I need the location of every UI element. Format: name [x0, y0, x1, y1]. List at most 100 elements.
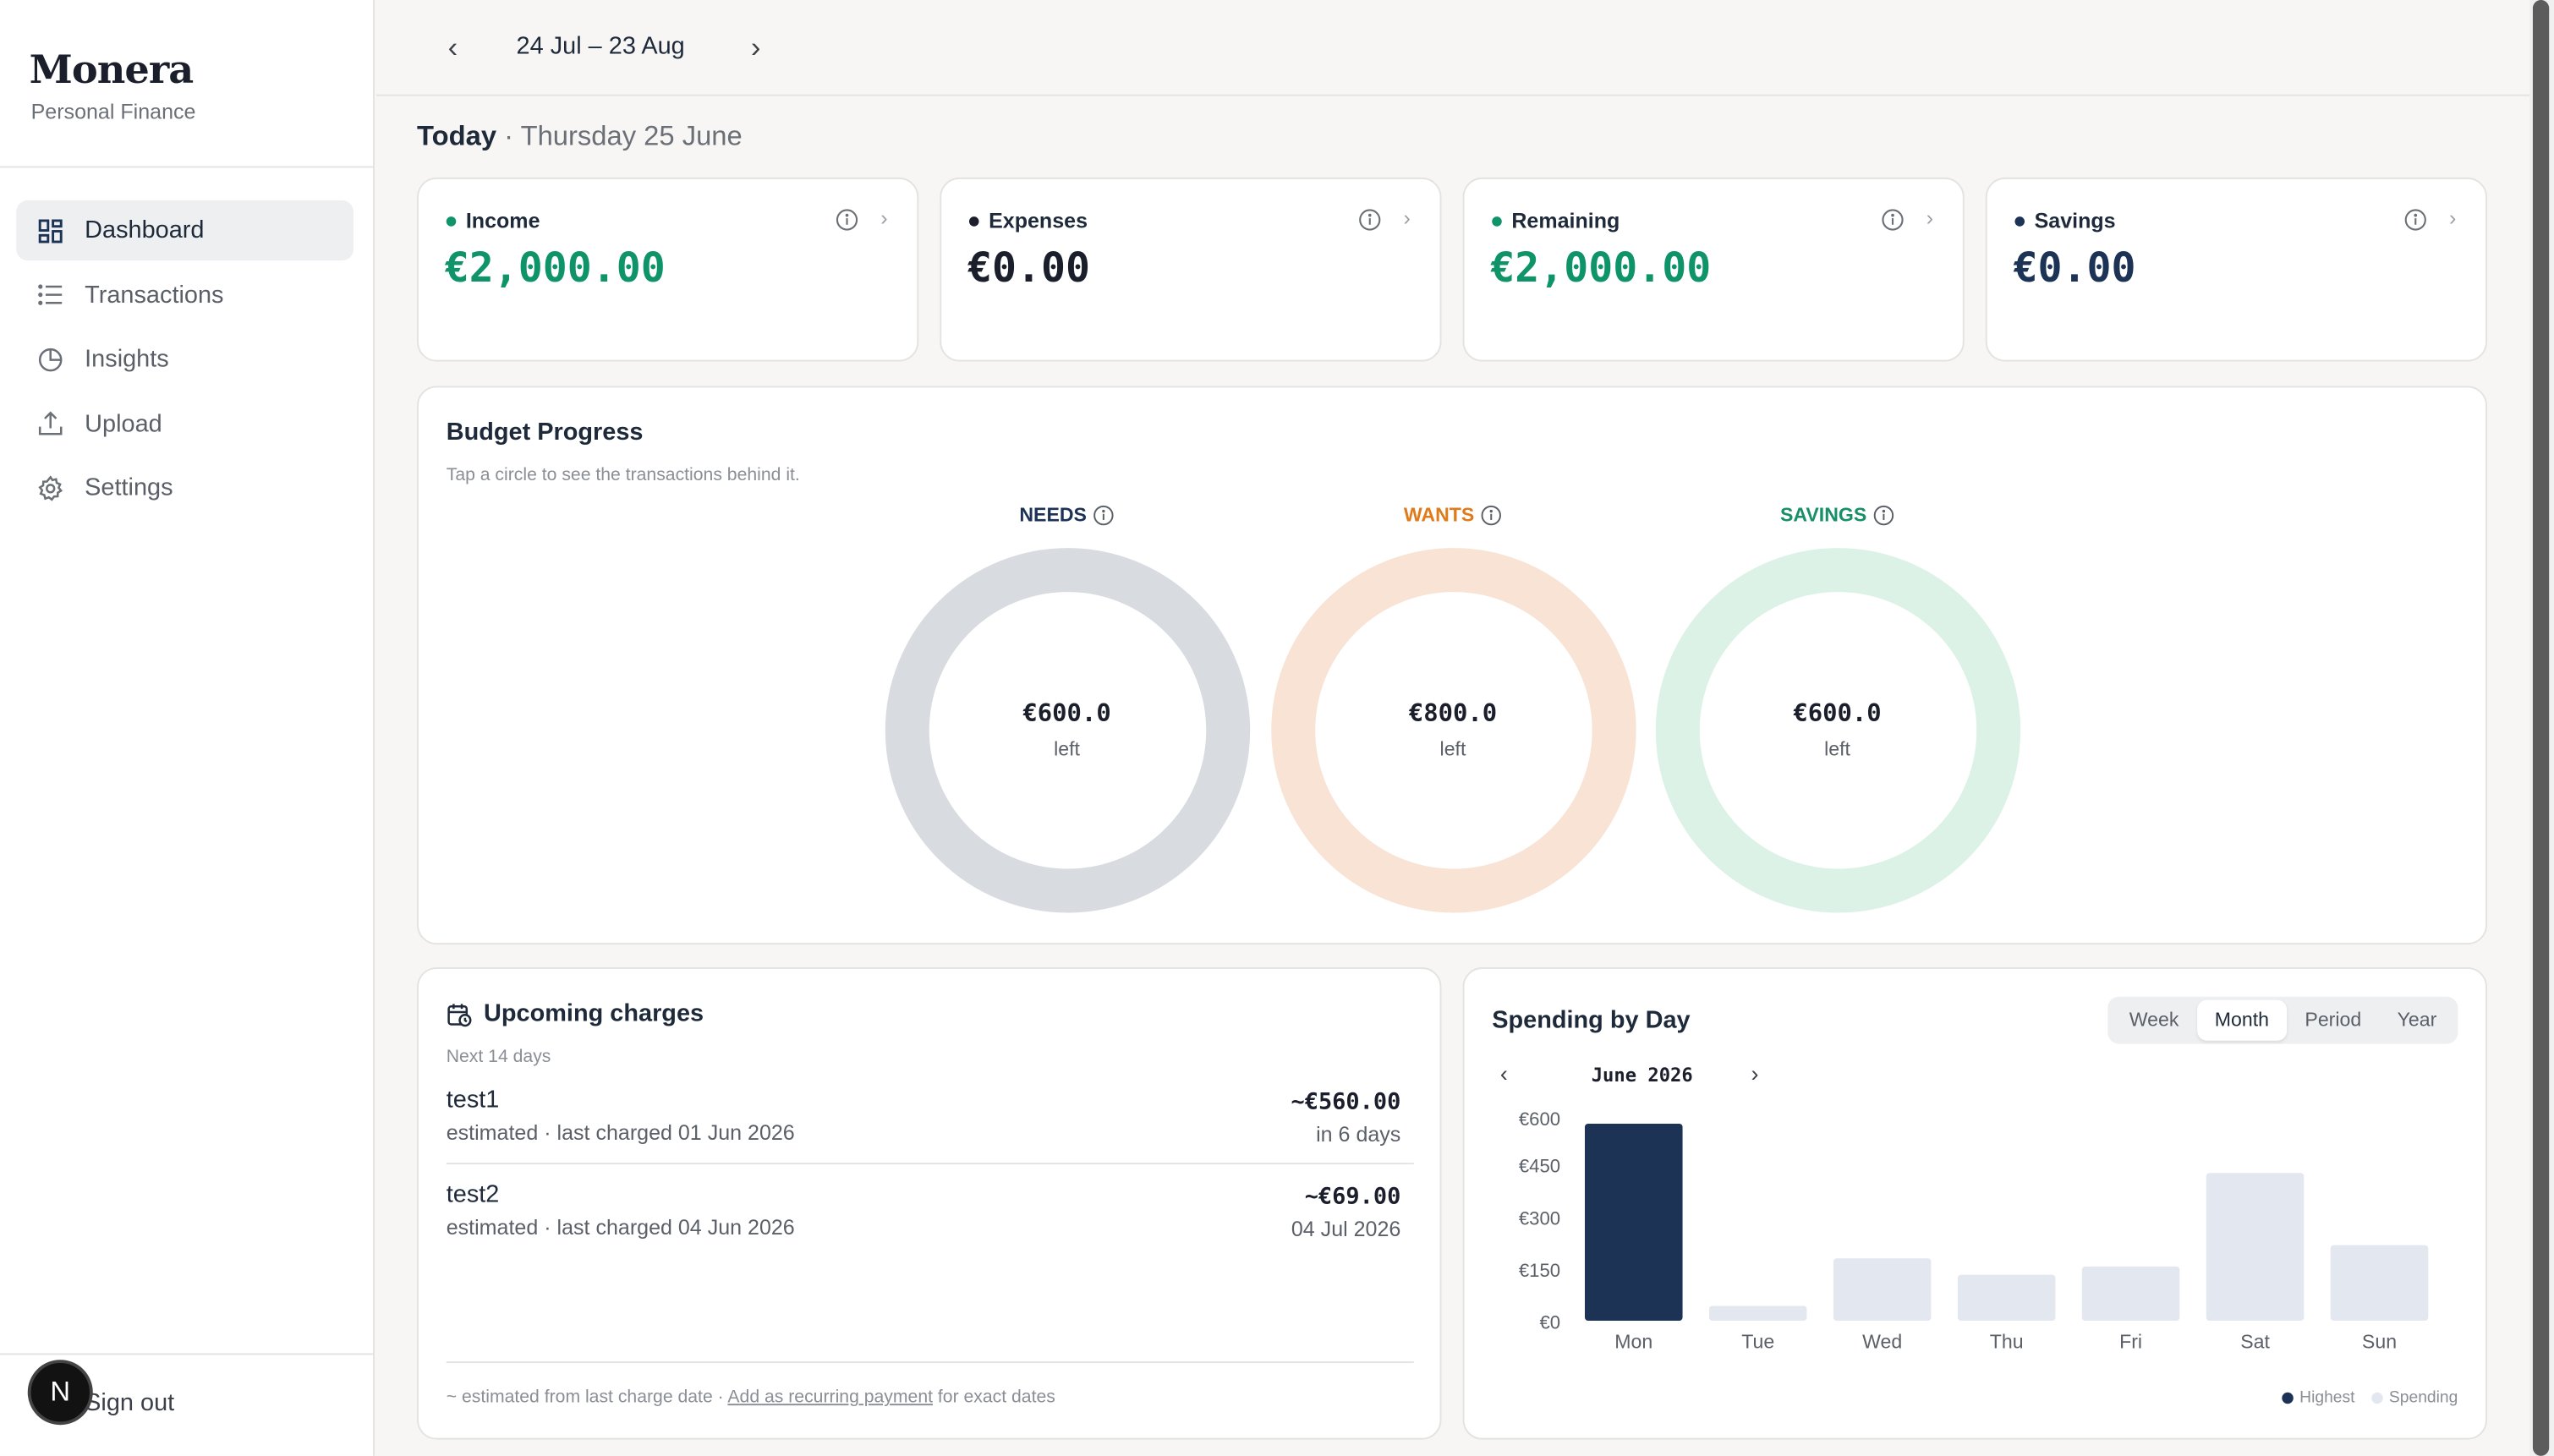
stat-label-text: Remaining [1511, 208, 1620, 233]
sidebar-item-upload[interactable]: Upload [16, 393, 354, 453]
x-tick-label: Thu [1990, 1331, 2024, 1353]
upload-icon [38, 411, 63, 435]
status-dot [2014, 216, 2025, 226]
divider [0, 166, 375, 168]
budget-progress-subtitle: Tap a circle to see the transactions beh… [446, 465, 800, 485]
sidebar-item-dashboard[interactable]: Dashboard [16, 200, 354, 261]
chevron-right-icon[interactable]: › [1926, 205, 1934, 230]
chevron-right-icon[interactable]: › [2449, 205, 2457, 230]
brand-name: Monera [29, 45, 195, 93]
chevron-left-icon[interactable]: ‹ [447, 30, 458, 63]
stat-label: Savings [2014, 208, 2116, 233]
y-tick-label: €300 [1519, 1207, 1560, 1229]
y-tick-label: €0 [1539, 1312, 1560, 1333]
y-tick-label: €150 [1519, 1260, 1560, 1281]
sign-out-button[interactable]: Sign out [85, 1388, 175, 1417]
budget-progress-title: Budget Progress [446, 418, 644, 446]
charge-amount: ~€560.00 [1291, 1089, 1401, 1116]
stat-label: Income [446, 208, 540, 233]
tab-year[interactable]: Year [2397, 1008, 2437, 1032]
scrollbar-thumb[interactable] [2532, 0, 2550, 1456]
date-range: 24 Jul – 23 Aug [516, 32, 685, 61]
x-tick-label: Mon [1614, 1331, 1652, 1353]
info-icon[interactable] [1093, 504, 1115, 525]
chart-month: June 2026 [1591, 1063, 1693, 1087]
info-icon[interactable] [1481, 504, 1502, 525]
divider [446, 1361, 1414, 1364]
stat-value: €0.00 [967, 244, 1091, 292]
chevron-right-icon[interactable]: › [1751, 1059, 1759, 1087]
sidebar-item-transactions[interactable]: Transactions [16, 265, 354, 325]
stat-card-remaining[interactable]: Remaining €2,000.00 › [1462, 177, 1965, 362]
footnote-text: for exact dates [937, 1387, 1055, 1408]
ring-label-text: WANTS [1403, 503, 1475, 527]
sidebar-item-label: Dashboard [85, 216, 205, 244]
stat-label: Expenses [968, 209, 1088, 233]
budget-progress-card: Budget Progress Tap a circle to see the … [417, 386, 2488, 945]
ring-label-wants: WANTS [1388, 503, 1518, 526]
sidebar-item-label: Upload [85, 409, 162, 438]
divider [0, 1353, 375, 1355]
stat-card-savings[interactable]: Savings €0.00 › [1985, 177, 2488, 362]
list-item[interactable]: test2 estimated · last charged 04 Jun 20… [447, 1180, 1414, 1265]
x-tick-label: Fri [2119, 1331, 2142, 1353]
sidebar: Monera Personal Finance Dashboard Transa… [0, 0, 375, 1456]
sidebar-item-label: Insights [85, 345, 169, 374]
upcoming-charges-title: Upcoming charges [484, 999, 704, 1028]
today-label: Today [417, 120, 497, 152]
bar-thu[interactable] [1957, 1274, 2056, 1321]
budget-ring-needs[interactable]: €600.0 left [884, 547, 1250, 913]
budget-ring-wants[interactable]: €800.0 left [1269, 547, 1636, 913]
chevron-right-icon[interactable]: › [1403, 205, 1411, 230]
info-icon[interactable] [1358, 209, 1381, 232]
status-dot [446, 216, 457, 226]
info-icon[interactable] [1873, 504, 1894, 525]
today-date: · Thursday 25 June [504, 120, 743, 152]
chevron-left-icon[interactable]: ‹ [1499, 1059, 1508, 1087]
ring-value: €800.0 [1408, 698, 1498, 728]
budget-ring-savings[interactable]: €600.0 left [1654, 547, 2020, 913]
bar-wed[interactable] [1833, 1258, 1932, 1321]
bar-mon[interactable] [1584, 1123, 1683, 1321]
stat-label-text: Income [465, 208, 540, 233]
stat-card-income[interactable]: Income €2,000.00 › [417, 177, 919, 362]
chevron-right-icon[interactable]: › [880, 205, 888, 230]
charge-name: test2 [446, 1180, 500, 1209]
sidebar-item-insights[interactable]: Insights [16, 329, 354, 389]
gear-icon [38, 474, 63, 501]
tab-month[interactable]: Month [2196, 999, 2288, 1041]
stat-card-expenses[interactable]: Expenses €0.00 › [940, 177, 1442, 362]
list-item[interactable]: test1 estimated · last charged 01 Jun 20… [447, 1087, 1414, 1171]
y-tick-label: €600 [1519, 1108, 1560, 1130]
avatar[interactable]: N [27, 1360, 93, 1426]
status-dot [1492, 216, 1502, 226]
bar-sun[interactable] [2330, 1245, 2429, 1321]
bar-fri[interactable] [2081, 1266, 2180, 1321]
chevron-right-icon[interactable]: › [750, 30, 761, 63]
x-tick-label: Sat [2240, 1331, 2270, 1353]
spending-chart: €600 €450 €300 €150 €0 Mon Tue Wed Thu Fri Sat Sun [1519, 1108, 2429, 1353]
tab-period[interactable]: Period [2305, 1008, 2362, 1032]
upcoming-charges-card: Upcoming charges Next 14 days test1 esti… [417, 967, 1442, 1440]
tab-week[interactable]: Week [2129, 1008, 2179, 1032]
legend-highest: Highest [2281, 1389, 2354, 1407]
brand-subtitle: Personal Finance [30, 99, 196, 124]
sidebar-nav: Dashboard Transactions Insights Upload S… [16, 200, 354, 522]
upcoming-footnote: ~ estimated from last charge date · Add … [447, 1388, 1055, 1407]
charge-when: 04 Jul 2026 [1291, 1216, 1401, 1241]
bar-sat[interactable] [2206, 1173, 2305, 1321]
charge-name: test1 [446, 1086, 500, 1114]
sidebar-item-settings[interactable]: Settings [16, 457, 354, 517]
spending-title: Spending by Day [1492, 1006, 1691, 1035]
info-icon[interactable] [1882, 209, 1905, 232]
ring-graphic [884, 548, 1250, 913]
info-icon[interactable] [2404, 209, 2427, 232]
spending-by-day-card: Spending by Day Week Month Period Year ‹… [1462, 967, 2488, 1440]
info-icon[interactable] [836, 209, 858, 232]
ring-label-text: SAVINGS [1779, 503, 1867, 527]
bar-tue[interactable] [1708, 1305, 1807, 1321]
add-recurring-link[interactable]: Add as recurring payment [727, 1387, 933, 1408]
stat-label-text: Savings [2034, 208, 2116, 233]
grid-icon [38, 218, 63, 243]
stat-value: €2,000.00 [444, 244, 666, 292]
